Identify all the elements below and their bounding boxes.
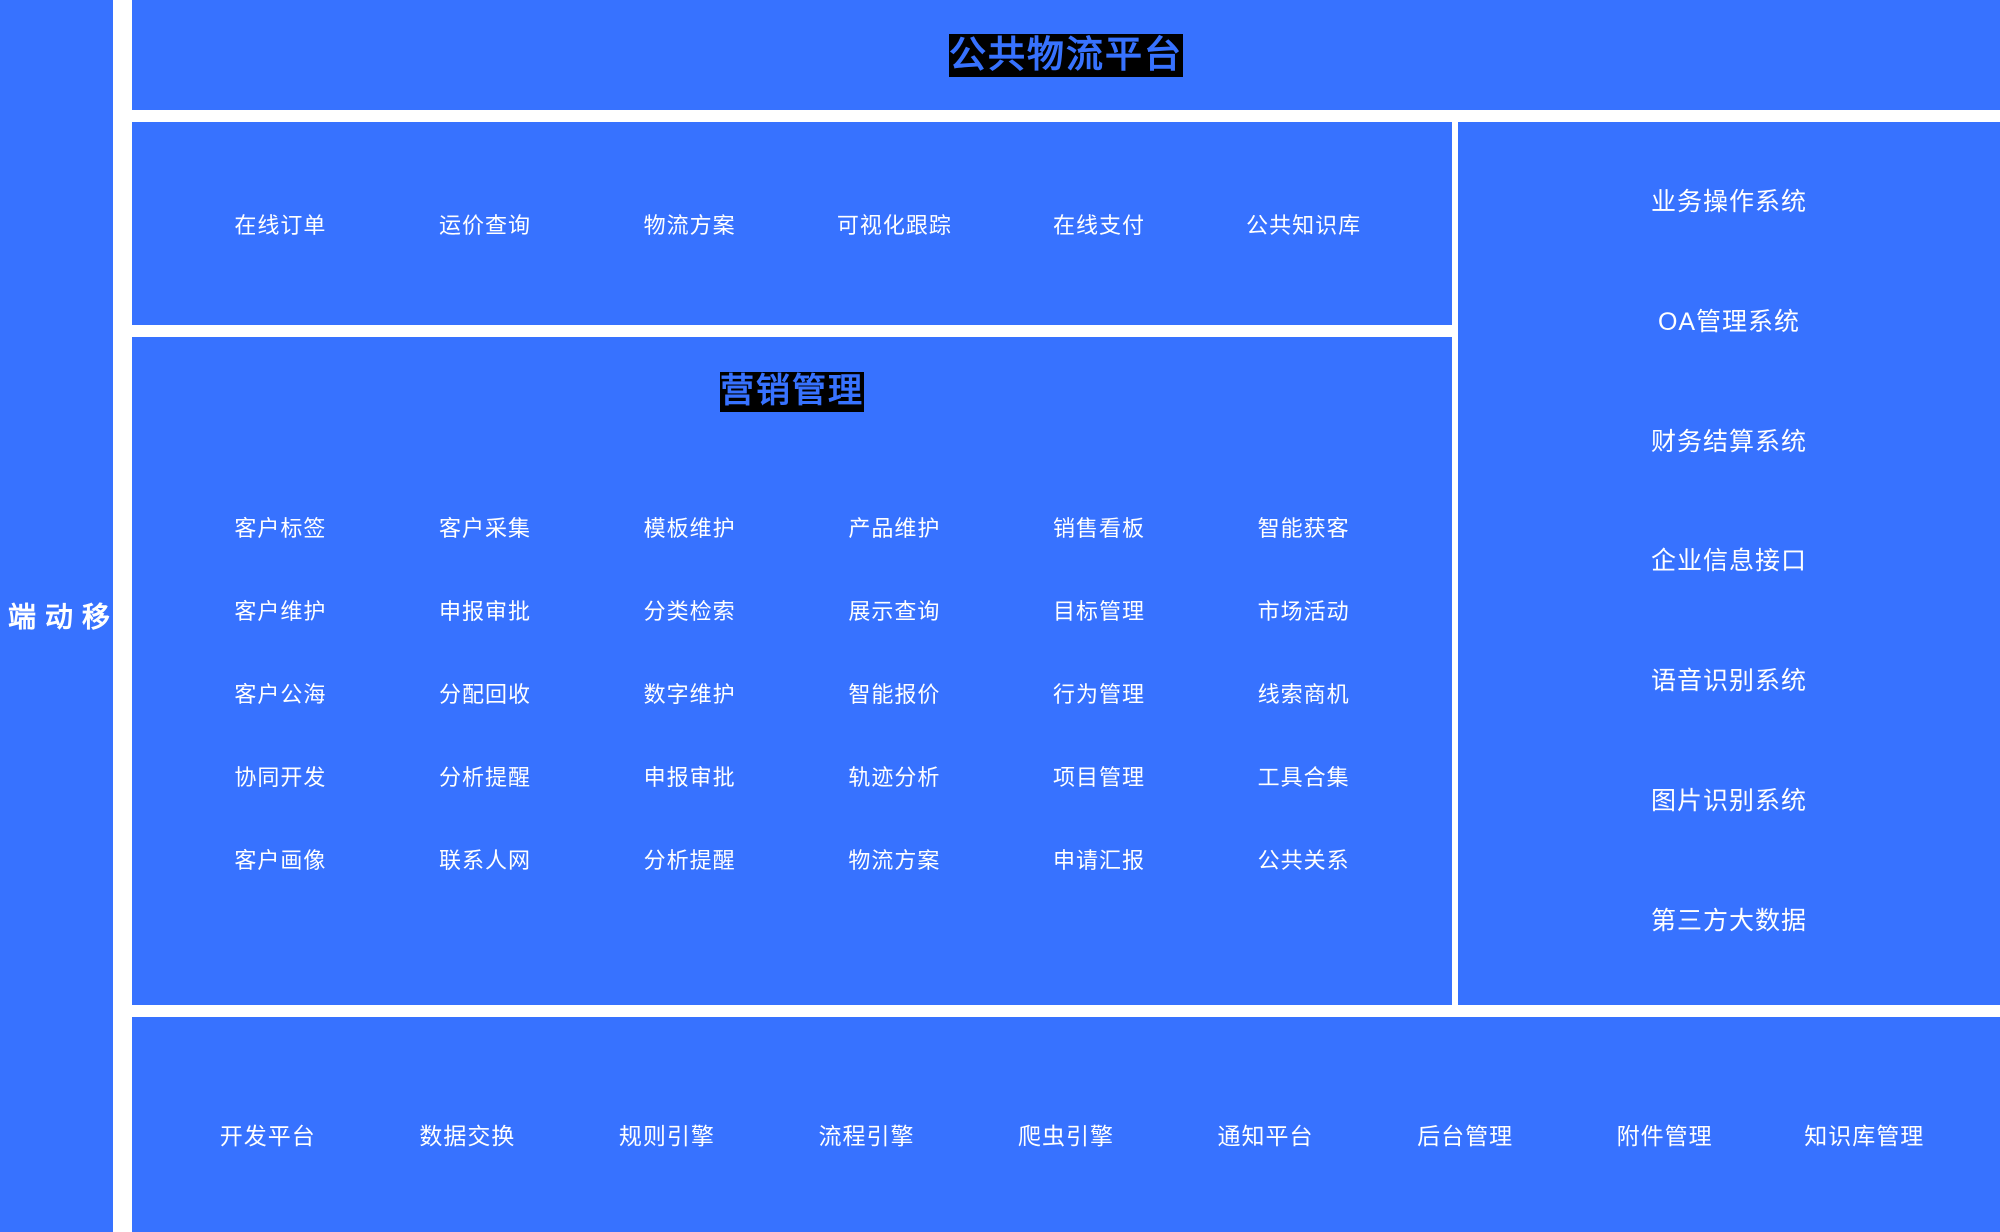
public-services-band: 在线订单 运价查询 物流方案 可视化跟踪 在线支付 公共知识库: [132, 122, 1452, 325]
marketing-item-tool-collection[interactable]: 工具合集: [1257, 764, 1350, 790]
marketing-item-declaration-approval-2[interactable]: 申报审批: [643, 764, 736, 790]
platform-item-knowledge-base-management[interactable]: 知识库管理: [1804, 1123, 1925, 1149]
marketing-grid: 客户标签 客户采集 模板维护 产品维护 销售看板 智能获客 客户维护 申报审批 …: [178, 485, 1406, 900]
system-item-business-operation[interactable]: 业务操作系统: [1650, 187, 1807, 216]
marketing-item-customer-tag[interactable]: 客户标签: [234, 515, 327, 541]
marketing-item-analysis-reminder-2[interactable]: 分析提醒: [643, 847, 736, 873]
marketing-item-customer-collection[interactable]: 客户采集: [438, 515, 531, 541]
platform-item-rule-engine[interactable]: 规则引擎: [618, 1123, 715, 1149]
marketing-item-contact-network[interactable]: 联系人网: [438, 847, 531, 873]
platform-item-backend-management[interactable]: 后台管理: [1417, 1123, 1514, 1149]
marketing-item-customer-portrait[interactable]: 客户画像: [234, 847, 327, 873]
platform-services-grid: 开发平台 数据交换 规则引擎 流程引擎 爬虫引擎 通知平台 后台管理 附件管理 …: [132, 1017, 2000, 1151]
service-item-visual-tracking[interactable]: 可视化跟踪: [836, 212, 952, 238]
service-item-rate-query[interactable]: 运价查询: [438, 212, 531, 238]
marketing-item-public-relations[interactable]: 公共关系: [1257, 847, 1350, 873]
marketing-title-wrap: 营销管理: [132, 372, 1452, 412]
platform-item-development-platform[interactable]: 开发平台: [219, 1123, 316, 1149]
mobile-rail[interactable]: 移 动 端: [0, 0, 113, 1232]
marketing-item-smart-acquisition[interactable]: 智能获客: [1257, 515, 1350, 541]
system-item-image-recognition[interactable]: 图片识别系统: [1650, 787, 1807, 816]
platform-item-crawler-engine[interactable]: 爬虫引擎: [1017, 1123, 1114, 1149]
systems-panel: 业务操作系统 OA管理系统 财务结算系统 企业信息接口 语音识别系统 图片识别系…: [1458, 122, 2000, 1005]
platform-services-band: 开发平台 数据交换 规则引擎 流程引擎 爬虫引擎 通知平台 后台管理 附件管理 …: [132, 1017, 2000, 1232]
service-item-logistics-plan[interactable]: 物流方案: [643, 212, 736, 238]
platform-header-band: 公共物流平台: [132, 0, 2000, 110]
marketing-item-logistics-plan[interactable]: 物流方案: [848, 847, 941, 873]
system-item-third-party-big-data[interactable]: 第三方大数据: [1650, 906, 1807, 935]
marketing-item-sales-board[interactable]: 销售看板: [1052, 515, 1145, 541]
platform-item-attachment-management[interactable]: 附件管理: [1616, 1123, 1713, 1149]
marketing-item-display-query[interactable]: 展示查询: [848, 598, 941, 624]
marketing-item-target-management[interactable]: 目标管理: [1052, 598, 1145, 624]
system-item-voice-recognition[interactable]: 语音识别系统: [1650, 667, 1807, 696]
platform-item-process-engine[interactable]: 流程引擎: [818, 1123, 915, 1149]
marketing-item-behavior-management[interactable]: 行为管理: [1052, 681, 1145, 707]
system-item-enterprise-info-interface[interactable]: 企业信息接口: [1650, 547, 1807, 576]
marketing-item-application-report[interactable]: 申请汇报: [1052, 847, 1145, 873]
page-title: 公共物流平台: [949, 33, 1183, 77]
service-item-public-knowledge-base[interactable]: 公共知识库: [1246, 212, 1362, 238]
mobile-rail-label: 移 动 端: [5, 601, 110, 631]
marketing-item-lead-opportunity[interactable]: 线索商机: [1257, 681, 1350, 707]
marketing-item-template-maintenance[interactable]: 模板维护: [643, 515, 736, 541]
marketing-item-smart-quotation[interactable]: 智能报价: [848, 681, 941, 707]
service-item-online-payment[interactable]: 在线支付: [1052, 212, 1145, 238]
marketing-item-trajectory-analysis[interactable]: 轨迹分析: [848, 764, 941, 790]
platform-item-data-exchange[interactable]: 数据交换: [419, 1123, 516, 1149]
marketing-item-category-search[interactable]: 分类检索: [643, 598, 736, 624]
marketing-item-allocation-recovery[interactable]: 分配回收: [438, 681, 531, 707]
marketing-item-digital-maintenance[interactable]: 数字维护: [643, 681, 736, 707]
marketing-item-customer-pool[interactable]: 客户公海: [234, 681, 327, 707]
service-item-online-order[interactable]: 在线订单: [234, 212, 327, 238]
public-services-grid: 在线订单 运价查询 物流方案 可视化跟踪 在线支付 公共知识库: [132, 208, 1452, 240]
marketing-title: 营销管理: [720, 372, 864, 412]
marketing-item-collaborative-development[interactable]: 协同开发: [234, 764, 327, 790]
marketing-item-market-activity[interactable]: 市场活动: [1257, 598, 1350, 624]
marketing-item-project-management[interactable]: 项目管理: [1052, 764, 1145, 790]
platform-item-notification-platform[interactable]: 通知平台: [1217, 1123, 1314, 1149]
marketing-item-customer-maintenance[interactable]: 客户维护: [234, 598, 327, 624]
system-item-oa-management[interactable]: OA管理系统: [1657, 307, 1801, 336]
marketing-panel: 营销管理 客户标签 客户采集 模板维护 产品维护 销售看板 智能获客 客户维护 …: [132, 337, 1452, 1005]
system-item-financial-settlement[interactable]: 财务结算系统: [1650, 427, 1807, 456]
marketing-item-declaration-approval[interactable]: 申报审批: [438, 598, 531, 624]
marketing-item-analysis-reminder[interactable]: 分析提醒: [438, 764, 531, 790]
marketing-item-product-maintenance[interactable]: 产品维护: [848, 515, 941, 541]
